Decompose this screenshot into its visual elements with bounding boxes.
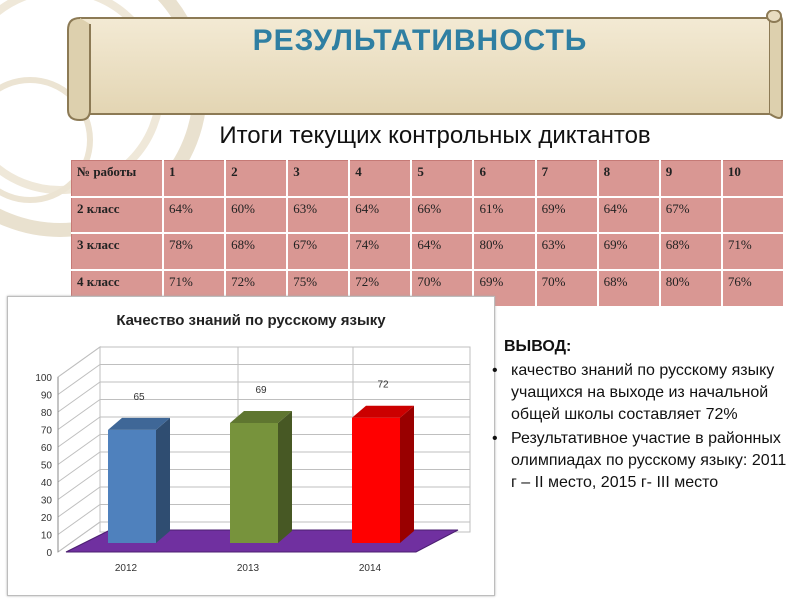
table-cell: 68% [597, 269, 661, 308]
gridline [57, 434, 470, 465]
banner-title: РЕЗУЛЬТАТИВНОСТЬ [252, 24, 588, 57]
table-cell: 74% [348, 232, 413, 272]
table-header-cell: 9 [659, 159, 723, 198]
results-table: № работы 1 2 3 4 5 6 7 8 9 10 2 класс 64… [71, 159, 786, 308]
bar-top [352, 405, 414, 418]
y-tick-label: 20 [41, 513, 53, 524]
table-cell: 78% [162, 232, 227, 272]
table-cell: 63% [535, 232, 599, 272]
table-cell: 69% [472, 269, 537, 308]
table-header-cell: 7 [535, 159, 599, 198]
y-tick-label: 10 [41, 531, 53, 542]
conclusion-panel: ВЫВОД: • качество знаний по русскому язы… [488, 336, 788, 496]
table-cell: 80% [472, 232, 537, 272]
x-tick-label: 2014 [359, 563, 382, 574]
table-title: Итоги текущих контрольных диктантов [219, 122, 651, 149]
table-cell: 61% [472, 196, 537, 235]
table-cell: 69% [597, 232, 661, 272]
table-row: 2 класс 64% 60% 63% 64% 66% 61% 69% 64% … [71, 196, 786, 235]
data-label: 65 [133, 392, 145, 403]
y-tick-label: 70 [41, 426, 53, 437]
gridline [57, 486, 470, 518]
conclusion-item-text: Результативное участие в районных олимпи… [511, 430, 787, 491]
table-cell: 60% [224, 196, 289, 235]
table-cell: 67% [659, 196, 723, 235]
gridline [57, 399, 470, 430]
chart-panel: Качество знаний по русскому языку 0 10 20 30… [7, 296, 495, 596]
bullet-marker: • [492, 430, 498, 447]
table-header-cell: 3 [286, 159, 351, 198]
bar-side [156, 417, 170, 543]
table-cell: 63% [286, 196, 351, 235]
table-cell: 68% [224, 232, 289, 272]
table-cell: 71% [721, 232, 786, 272]
gridline [57, 416, 470, 448]
y-tick-label: 100 [35, 373, 52, 384]
y-tick-label: 60 [41, 443, 53, 454]
gridline [57, 381, 470, 413]
y-tick-label: 80 [41, 408, 53, 419]
gridline [57, 364, 470, 395]
table-cell: 70% [535, 269, 599, 308]
bar-top [230, 410, 292, 423]
table-cell: 68% [659, 232, 723, 272]
table-header-cell: 2 [224, 159, 289, 198]
data-label: 69 [255, 385, 267, 396]
bar-chart: Качество знаний по русскому языку 0 10 20 30… [35, 312, 471, 574]
gridline [57, 346, 470, 378]
row-label: 2 класс [71, 196, 164, 235]
table-header-cell: 5 [410, 159, 475, 198]
table-cell: 76% [721, 269, 786, 308]
table-header-cell: 1 [162, 159, 227, 198]
data-label: 72 [377, 380, 389, 391]
table-header-cell: 6 [472, 159, 537, 198]
table-cell: 64% [162, 196, 227, 235]
bar [108, 429, 156, 543]
table-cell: 66% [410, 196, 475, 235]
table-cell: 64% [410, 232, 475, 272]
x-tick-label: 2013 [237, 563, 260, 574]
table-header-cell: 10 [721, 159, 786, 198]
y-tick-label: 30 [41, 496, 53, 507]
table-row: 3 класс 78% 68% 67% 74% 64% 80% 63% 69% … [71, 232, 786, 272]
y-tick-label: 50 [41, 461, 53, 472]
row-label: 3 класс [71, 232, 164, 272]
table-cell: 80% [659, 269, 723, 308]
table-header-cell: № работы [71, 159, 164, 198]
chart-title: Качество знаний по русскому языку [116, 312, 386, 329]
y-tick-label: 90 [41, 391, 53, 402]
table-cell: 67% [286, 232, 351, 272]
conclusion-heading: ВЫВОД: [504, 338, 572, 355]
table-header-cell: 4 [348, 159, 413, 198]
table-cell [721, 196, 786, 235]
bar [352, 417, 400, 543]
bar-side [278, 410, 292, 543]
table-cell: 69% [535, 196, 599, 235]
table-cell: 64% [348, 196, 413, 235]
gridline [57, 521, 470, 553]
gridline [57, 504, 470, 535]
conclusion-item: • качество знаний по русскому языку учащ… [488, 360, 788, 426]
y-tick-label: 0 [46, 548, 52, 559]
bullet-marker: • [492, 362, 498, 379]
bar-top [108, 417, 170, 430]
y-tick-label: 40 [41, 478, 53, 489]
x-tick-label: 2012 [115, 563, 138, 574]
table-cell: 64% [597, 196, 661, 235]
gridline [57, 451, 470, 483]
bar [230, 422, 278, 543]
conclusion-item-text: качество знаний по русскому языку учащих… [511, 362, 775, 423]
conclusion-item: • Результативное участие в районных олим… [488, 428, 788, 494]
gridline [57, 469, 470, 500]
title-scroll-banner [67, 10, 783, 122]
table-header-row: № работы 1 2 3 4 5 6 7 8 9 10 [71, 159, 786, 198]
table-header-cell: 8 [597, 159, 661, 198]
bar-side [400, 405, 414, 543]
